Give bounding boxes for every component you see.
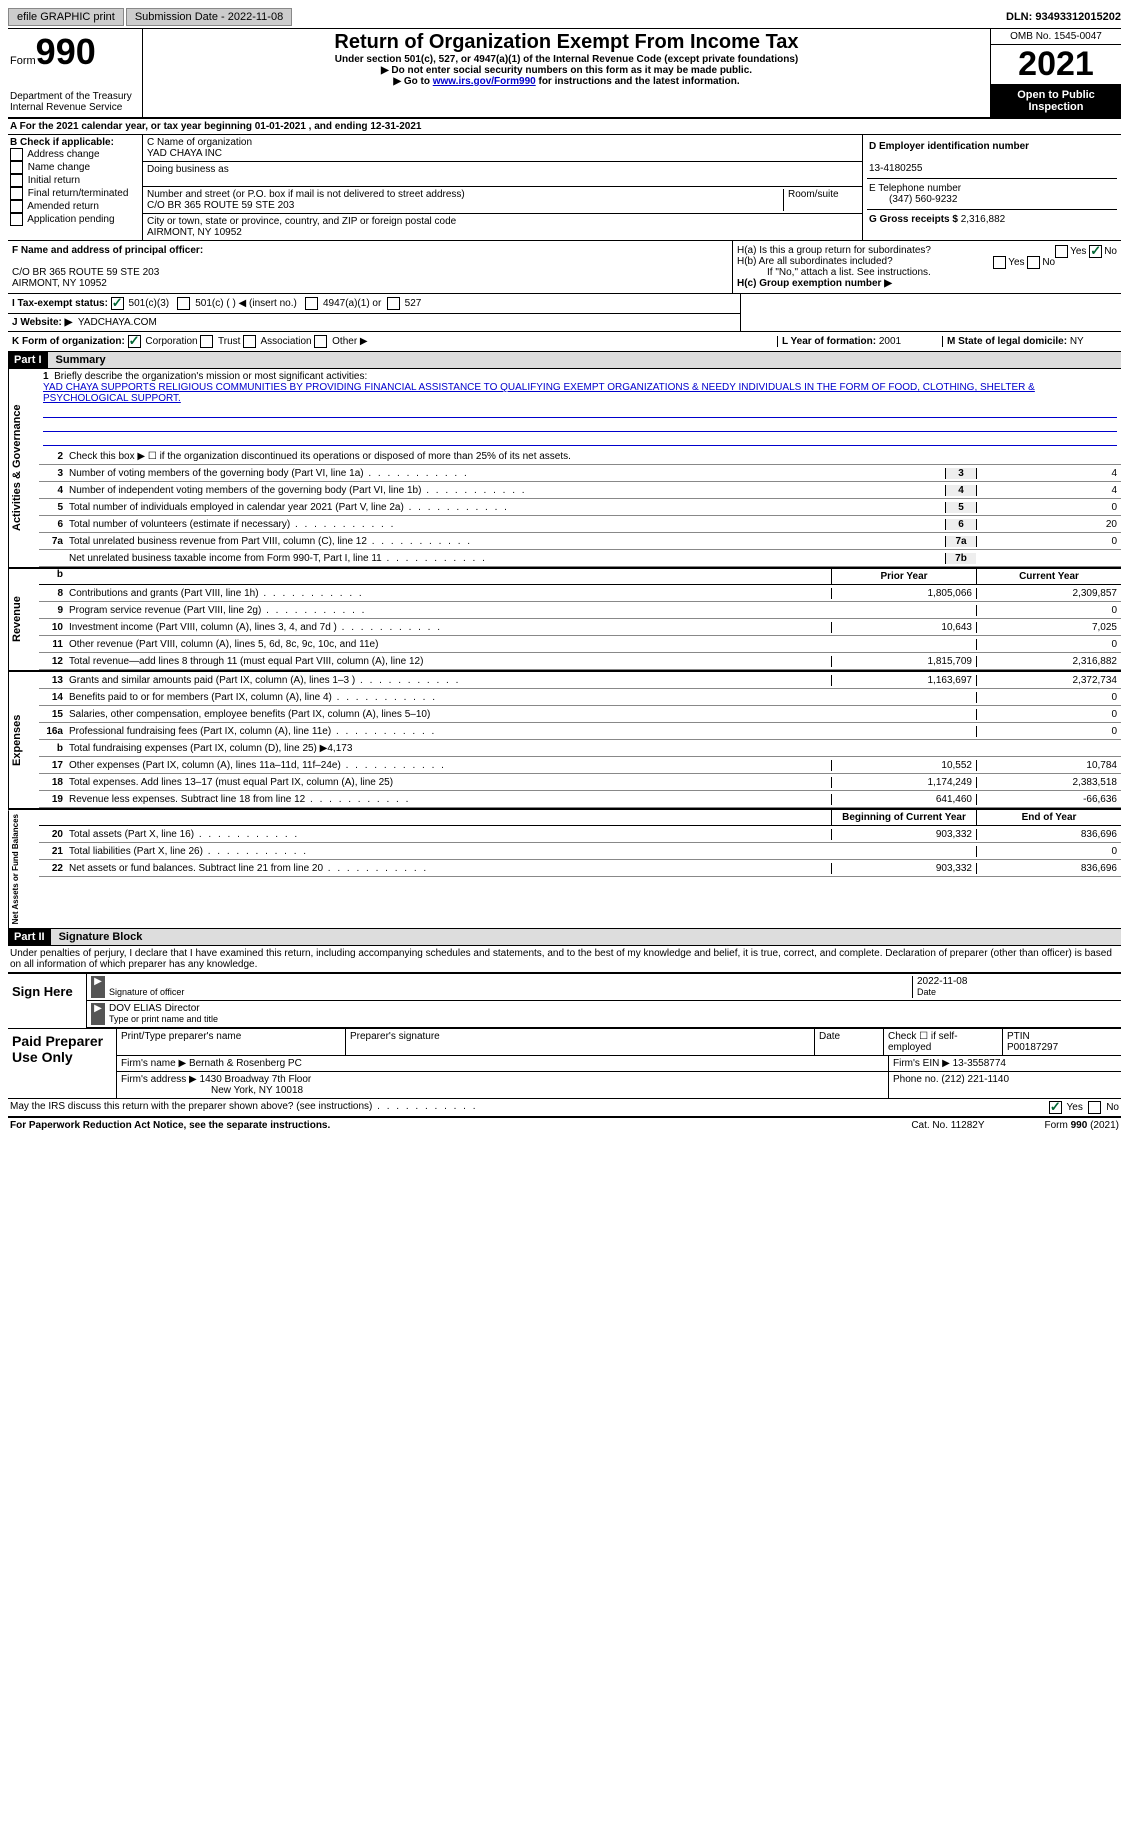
info-block: B Check if applicable: Address change Na… <box>8 135 1121 241</box>
subtitle-2: ▶ Do not enter social security numbers o… <box>145 65 988 76</box>
hb-no[interactable] <box>1027 256 1040 269</box>
4947-cb[interactable] <box>305 297 318 310</box>
sign-block: Sign Here ▶ Signature of officer 2022-11… <box>8 972 1121 1028</box>
dept: Department of the Treasury <box>10 91 140 102</box>
phone: (347) 560-9232 <box>869 194 957 205</box>
website: YADCHAYA.COM <box>78 317 157 328</box>
discuss-yes[interactable] <box>1049 1101 1062 1114</box>
discuss-row: May the IRS discuss this return with the… <box>8 1098 1121 1116</box>
omb: OMB No. 1545-0047 <box>991 29 1121 45</box>
firm-name: Bernath & Rosenberg PC <box>189 1058 302 1069</box>
pending-cb[interactable] <box>10 213 23 226</box>
name-change-cb[interactable] <box>10 161 23 174</box>
open-public: Open to Public Inspection <box>991 85 1121 117</box>
form-header: Form990 Department of the Treasury Inter… <box>8 29 1121 119</box>
footer: For Paperwork Reduction Act Notice, see … <box>8 1116 1121 1133</box>
dln: DLN: 93493312015202 <box>1006 11 1121 23</box>
col-b: B Check if applicable: Address change Na… <box>8 135 143 240</box>
col-d: D Employer identification number 13-4180… <box>863 135 1121 240</box>
street: C/O BR 365 ROUTE 59 STE 203 <box>147 200 294 211</box>
gross-receipts: 2,316,882 <box>961 214 1006 225</box>
vlabel-ag: Activities & Governance <box>8 369 39 567</box>
discuss-no[interactable] <box>1088 1101 1101 1114</box>
vlabel-exp: Expenses <box>8 672 39 808</box>
initial-cb[interactable] <box>10 174 23 187</box>
501c-cb[interactable] <box>177 297 190 310</box>
ha-no[interactable] <box>1089 245 1102 258</box>
527-cb[interactable] <box>387 297 400 310</box>
col-c: C Name of organization YAD CHAYA INC Doi… <box>143 135 863 240</box>
part1-header: Part ISummary <box>8 352 1121 369</box>
submission-date: Submission Date - 2022-11-08 <box>126 8 292 26</box>
subtitle-3: ▶ Go to www.irs.gov/Form990 for instruct… <box>145 76 988 87</box>
row-k-l-m: K Form of organization: Corporation Trus… <box>8 332 1121 352</box>
top-bar: efile GRAPHIC print Submission Date - 20… <box>8 8 1121 29</box>
row-f-h: F Name and address of principal officer:… <box>8 241 1121 294</box>
assoc-cb[interactable] <box>243 335 256 348</box>
preparer-block: Paid Preparer Use Only Print/Type prepar… <box>8 1028 1121 1098</box>
tax-year: 2021 <box>991 45 1121 85</box>
vlabel-rev: Revenue <box>8 569 39 670</box>
trust-cb[interactable] <box>200 335 213 348</box>
irs: Internal Revenue Service <box>10 102 140 113</box>
form-title: Return of Organization Exempt From Incom… <box>145 31 988 54</box>
penalty-text: Under penalties of perjury, I declare th… <box>8 946 1121 972</box>
row-i-j: I Tax-exempt status: 501(c)(3) 501(c) ( … <box>8 294 1121 332</box>
org-name: YAD CHAYA INC <box>147 148 222 159</box>
efile-btn[interactable]: efile GRAPHIC print <box>8 8 124 26</box>
501c3-cb[interactable] <box>111 297 124 310</box>
amended-cb[interactable] <box>10 200 23 213</box>
part2-header: Part IISignature Block <box>8 929 1121 946</box>
form-label: Form <box>10 55 36 67</box>
arrow-icon: ▶ <box>91 976 105 998</box>
irs-link[interactable]: www.irs.gov/Form990 <box>433 76 536 87</box>
city: AIRMONT, NY 10952 <box>147 227 242 238</box>
section-a: A For the 2021 calendar year, or tax yea… <box>8 119 1121 135</box>
vlabel-net: Net Assets or Fund Balances <box>8 810 39 928</box>
final-cb[interactable] <box>10 187 23 200</box>
ein: 13-4180255 <box>869 163 922 174</box>
mission: 1 Briefly describe the organization's mi… <box>39 369 1121 448</box>
corp-cb[interactable] <box>128 335 141 348</box>
other-cb[interactable] <box>314 335 327 348</box>
ha-yes[interactable] <box>1055 245 1068 258</box>
subtitle-1: Under section 501(c), 527, or 4947(a)(1)… <box>145 54 988 65</box>
hb-yes[interactable] <box>993 256 1006 269</box>
form-number: 990 <box>36 31 96 72</box>
addr-change-cb[interactable] <box>10 148 23 161</box>
officer-name: DOV ELIAS Director <box>109 1003 200 1014</box>
arrow-icon: ▶ <box>91 1003 105 1025</box>
